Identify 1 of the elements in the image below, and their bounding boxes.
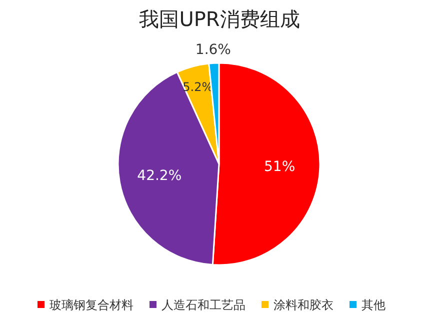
title: 我国UPR消费组成	[139, 7, 300, 31]
